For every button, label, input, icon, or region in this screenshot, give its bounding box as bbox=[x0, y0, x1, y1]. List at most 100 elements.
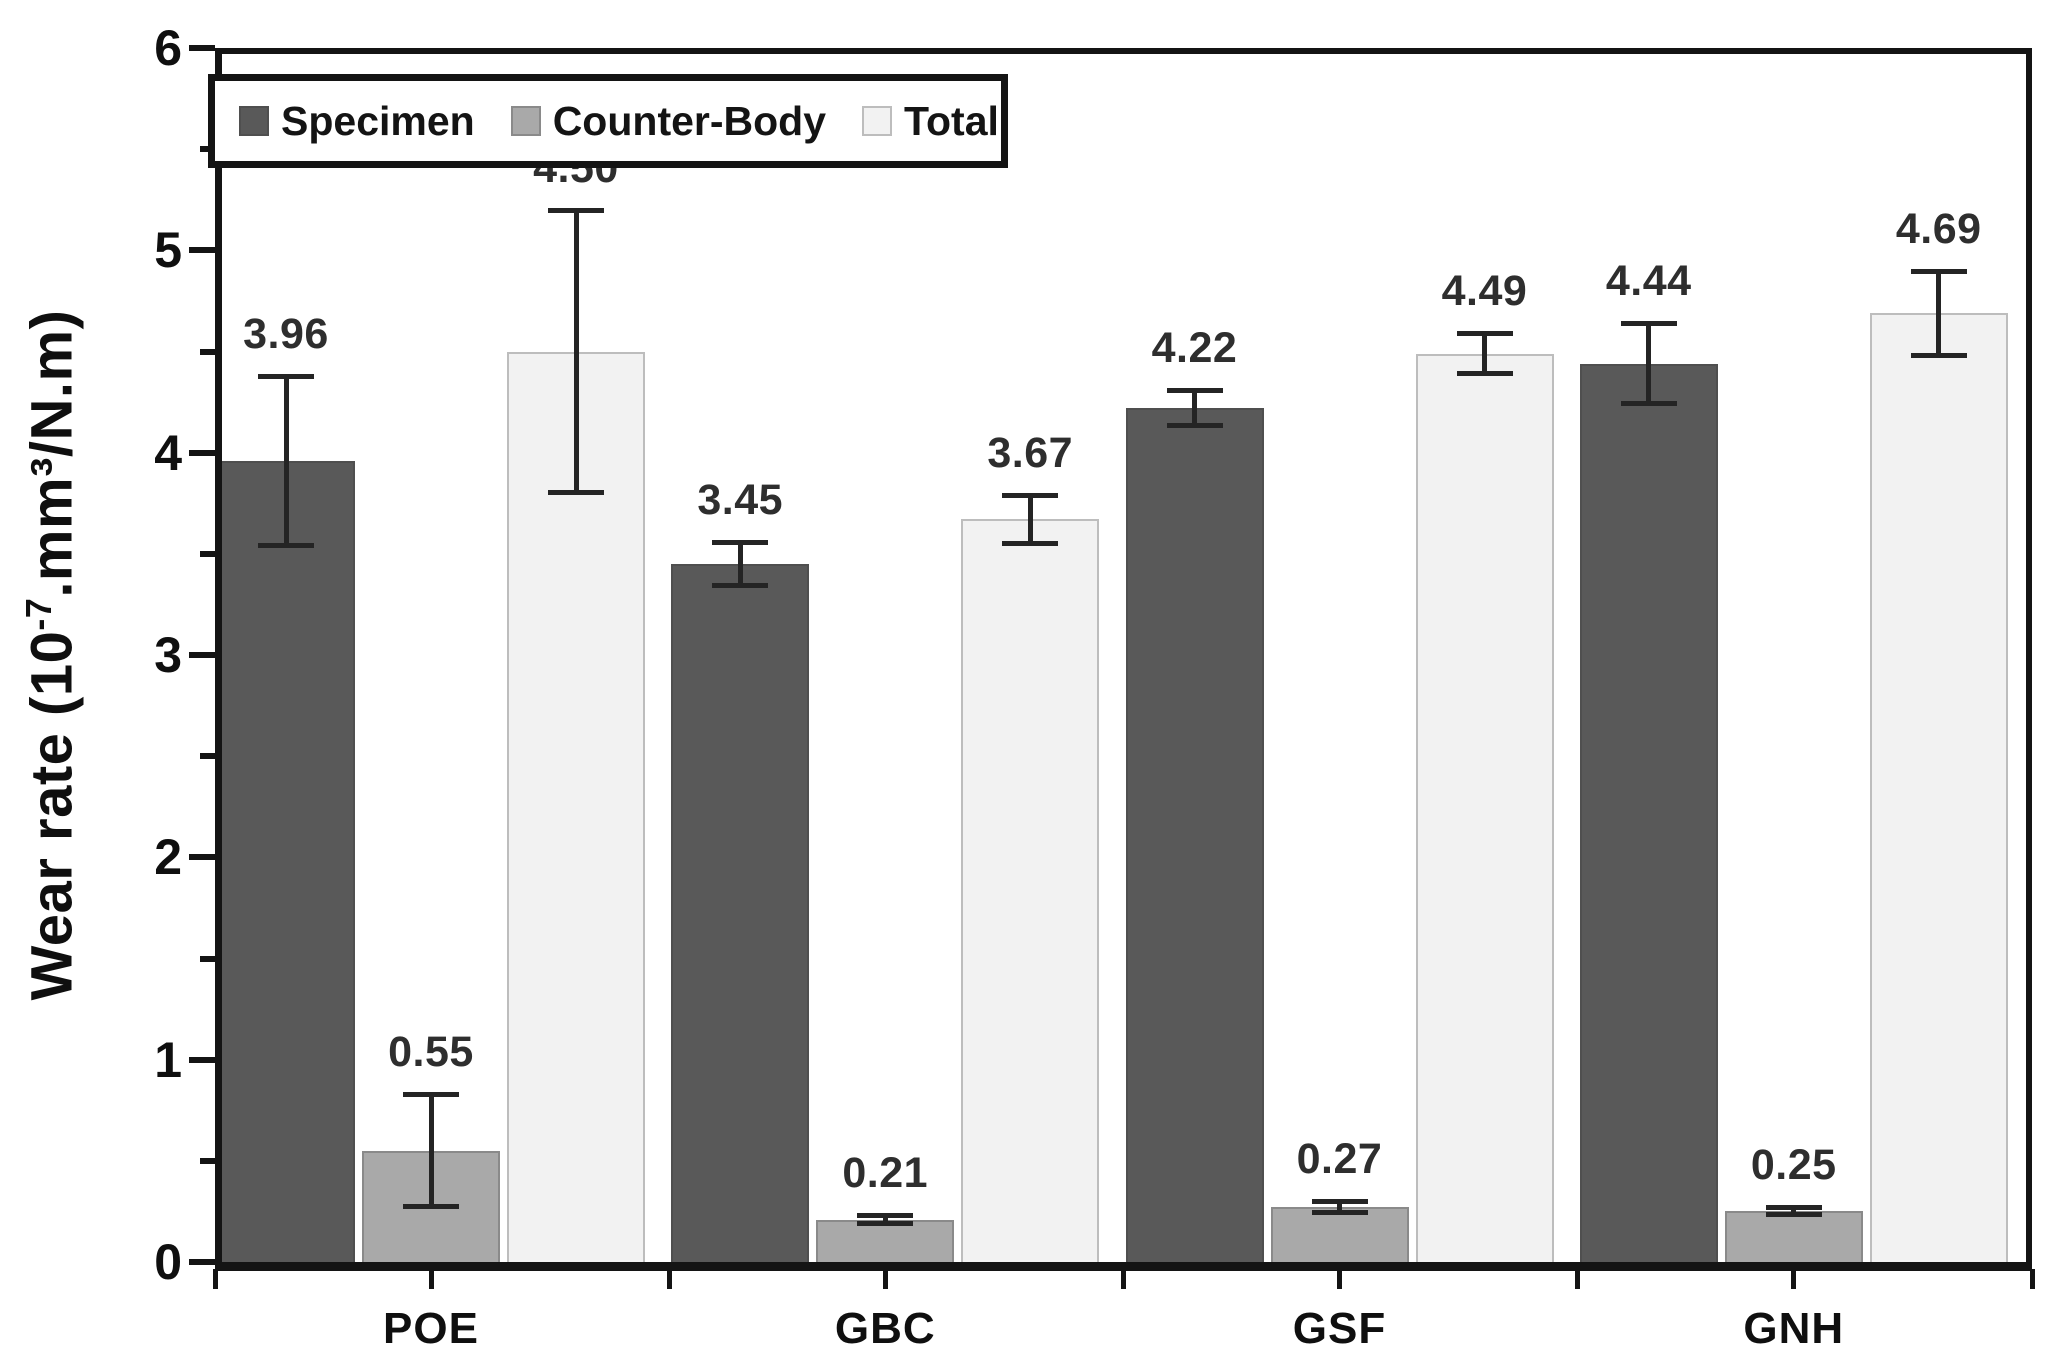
x-axis-center-tick bbox=[428, 1269, 434, 1289]
value-label: 4.44 bbox=[1605, 257, 1692, 306]
bar-gnh-total bbox=[1869, 313, 2008, 1262]
value-label: 4.22 bbox=[1151, 323, 1238, 372]
x-axis-center-tick bbox=[1791, 1269, 1797, 1289]
error-bar-cap-top bbox=[1166, 387, 1223, 393]
error-bar-cap-top bbox=[857, 1213, 914, 1219]
y-axis-tick-label: 1 bbox=[154, 1031, 182, 1088]
error-bar-cap-bottom bbox=[403, 1204, 459, 1210]
bar-poe-specimen bbox=[217, 460, 355, 1262]
error-bar-line bbox=[1192, 389, 1197, 427]
plot-area bbox=[215, 48, 2032, 1271]
error-bar-cap-bottom bbox=[857, 1220, 914, 1226]
error-bar-cap-bottom bbox=[1166, 423, 1223, 429]
error-bar-line bbox=[1337, 1201, 1342, 1214]
error-bar-cap-top bbox=[548, 207, 604, 213]
bar-gbc-counter-body bbox=[816, 1219, 955, 1262]
error-bar-cap-bottom bbox=[1910, 352, 1967, 358]
y-axis-minor-tick bbox=[200, 955, 215, 962]
value-label: 4.49 bbox=[1441, 267, 1528, 316]
legend-item-counter-body: Counter-Body bbox=[510, 97, 827, 145]
y-axis-minor-tick bbox=[200, 753, 215, 760]
y-axis-title-superscript: -7 bbox=[18, 597, 60, 631]
x-axis-boundary-tick bbox=[666, 1269, 672, 1289]
x-axis-boundary-tick bbox=[1575, 1269, 1581, 1289]
error-bar-cap-bottom bbox=[1002, 540, 1059, 546]
y-axis-minor-tick bbox=[200, 146, 215, 153]
value-label: 0.27 bbox=[1296, 1135, 1383, 1184]
error-bar-line bbox=[1482, 333, 1487, 374]
bar-gnh-specimen bbox=[1579, 363, 1718, 1262]
y-axis-major-tick bbox=[189, 247, 215, 254]
value-label: 4.69 bbox=[1895, 204, 1982, 253]
y-axis-major-tick bbox=[189, 854, 215, 861]
legend-item-total: Total bbox=[862, 98, 999, 145]
y-axis-major-tick bbox=[189, 1259, 215, 1265]
error-bar-cap-bottom bbox=[1620, 401, 1677, 407]
error-bar-cap-top bbox=[1002, 493, 1059, 499]
bar-gnh-counter-body bbox=[1724, 1211, 1863, 1262]
error-bar-line bbox=[283, 375, 289, 546]
y-axis-minor-tick bbox=[200, 550, 215, 557]
legend-swatch-icon bbox=[239, 106, 269, 136]
x-axis-center-tick bbox=[1337, 1269, 1342, 1289]
value-label: 3.96 bbox=[243, 309, 329, 358]
y-axis-tick-label: 0 bbox=[154, 1234, 182, 1290]
legend: Specimen Counter-Body Total bbox=[208, 74, 1008, 168]
value-label: 0.55 bbox=[388, 1028, 474, 1077]
bar-gsf-counter-body bbox=[1270, 1207, 1409, 1262]
error-bar-cap-top bbox=[1765, 1205, 1822, 1211]
y-axis-tick-label: 5 bbox=[154, 222, 182, 279]
error-bar-line bbox=[1936, 270, 1942, 356]
y-axis-minor-tick bbox=[200, 1157, 215, 1164]
x-axis-center-tick bbox=[882, 1269, 888, 1289]
legend-label: Counter-Body bbox=[552, 97, 827, 144]
error-bar-line bbox=[882, 1215, 888, 1224]
y-axis-minor-tick bbox=[200, 348, 215, 355]
error-bar-cap-bottom bbox=[548, 490, 604, 496]
legend-swatch-icon bbox=[510, 106, 541, 136]
error-bar-cap-bottom bbox=[258, 542, 314, 548]
error-bar-line bbox=[1027, 495, 1033, 544]
error-bar-cap-top bbox=[1311, 1199, 1368, 1205]
error-bar-line bbox=[428, 1094, 434, 1208]
value-label: 0.25 bbox=[1750, 1141, 1837, 1190]
error-bar-cap-bottom bbox=[712, 583, 769, 589]
x-category-label: GSF bbox=[1292, 1304, 1387, 1353]
y-axis-tick-label: 4 bbox=[154, 424, 182, 481]
error-bar-cap-top bbox=[1456, 331, 1513, 337]
error-bar-line bbox=[1646, 323, 1652, 405]
x-axis-boundary-tick bbox=[212, 1269, 218, 1289]
x-category-label: GNH bbox=[1743, 1304, 1845, 1353]
x-category-label: POE bbox=[383, 1304, 479, 1353]
error-bar-cap-top bbox=[258, 373, 314, 379]
legend-swatch-icon bbox=[862, 106, 893, 136]
x-axis-boundary-tick bbox=[2029, 1269, 2035, 1289]
value-label: 0.21 bbox=[842, 1149, 929, 1198]
y-axis-title-text: Wear rate (10 bbox=[19, 630, 85, 1001]
bar-gsf-specimen bbox=[1125, 408, 1264, 1262]
y-axis-major-tick bbox=[189, 45, 215, 51]
error-bar-cap-bottom bbox=[1456, 370, 1513, 376]
error-bar-line bbox=[1791, 1207, 1797, 1216]
y-axis-major-tick bbox=[189, 449, 215, 456]
value-label: 3.67 bbox=[987, 429, 1074, 478]
bar-gbc-specimen bbox=[671, 563, 810, 1262]
error-bar-cap-top bbox=[1620, 321, 1677, 327]
y-axis-tick-label: 6 bbox=[154, 20, 182, 76]
bar-gsf-total bbox=[1415, 353, 1554, 1262]
y-axis-tick-label: 3 bbox=[154, 627, 182, 683]
error-bar-line bbox=[737, 541, 743, 587]
x-axis-boundary-tick bbox=[1121, 1269, 1126, 1289]
x-category-label: GBC bbox=[834, 1304, 936, 1353]
y-axis-major-tick bbox=[189, 1056, 215, 1063]
legend-label: Total bbox=[904, 97, 999, 144]
error-bar-cap-bottom bbox=[1765, 1212, 1822, 1218]
y-axis-tick-label: 2 bbox=[154, 829, 182, 886]
error-bar-cap-top bbox=[1910, 268, 1967, 274]
y-axis-major-tick bbox=[189, 652, 215, 658]
error-bar-cap-bottom bbox=[1311, 1210, 1368, 1216]
legend-label: Specimen bbox=[281, 97, 475, 144]
error-bar-line bbox=[573, 209, 579, 494]
error-bar-cap-top bbox=[403, 1092, 459, 1098]
